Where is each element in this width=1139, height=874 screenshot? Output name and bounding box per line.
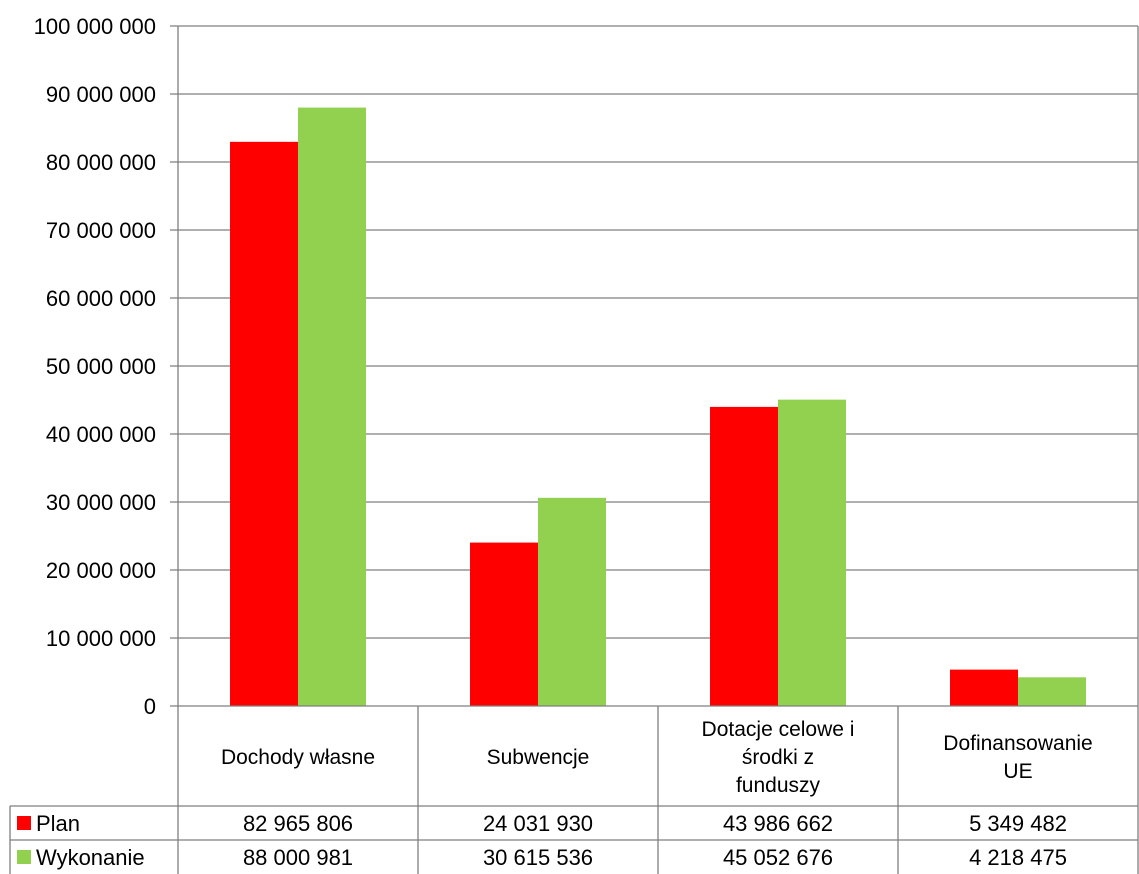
- bar-plan: [710, 406, 778, 706]
- y-tick-label: 10 000 000: [46, 626, 156, 651]
- bars: [230, 107, 1086, 707]
- category-label: Dofinansowanie: [943, 732, 1092, 755]
- data-label-plan: 82 965 806: [243, 811, 353, 836]
- data-label-plan: 43 986 662: [723, 811, 833, 836]
- bar-wykonanie: [298, 107, 366, 707]
- bar-wykonanie: [538, 497, 606, 706]
- category-label: Subwencje: [487, 746, 590, 769]
- y-tick-label: 80 000 000: [46, 150, 156, 175]
- legend-label-wykonanie: Wykonanie: [36, 845, 145, 870]
- y-tick-labels: 0 10 000 000 20 000 000 30 000 000 40 000 00…: [34, 14, 156, 719]
- bar-wykonanie: [778, 399, 846, 706]
- data-table: Dochody własne Subwencje Dotacje celowe i ś…: [9, 706, 1139, 874]
- category-label: funduszy: [736, 774, 821, 797]
- y-tick-label: 50 000 000: [46, 354, 156, 379]
- y-tick-label: 70 000 000: [46, 218, 156, 243]
- data-label-wykonanie: 30 615 536: [483, 845, 593, 870]
- y-tick-label: 20 000 000: [46, 558, 156, 583]
- y-tick-label: 40 000 000: [46, 422, 156, 447]
- bar-wykonanie: [1018, 677, 1086, 706]
- y-tick-label: 0: [144, 694, 156, 719]
- category-label: Dotacje celowe i: [702, 718, 855, 741]
- legend-key-wykonanie: [17, 850, 31, 864]
- axes: [170, 26, 1139, 707]
- legend-key-plan: [17, 816, 31, 830]
- data-label-plan: 24 031 930: [483, 811, 593, 836]
- bar-plan: [470, 542, 538, 706]
- data-label-wykonanie: 4 218 475: [969, 845, 1067, 870]
- legend-label-plan: Plan: [36, 811, 80, 836]
- data-label-wykonanie: 88 000 981: [243, 845, 353, 870]
- data-label-plan: 5 349 482: [969, 811, 1067, 836]
- y-tick-label: 90 000 000: [46, 82, 156, 107]
- bar-plan: [230, 141, 298, 706]
- y-tick-label: 30 000 000: [46, 490, 156, 515]
- y-tick-label: 100 000 000: [34, 14, 156, 39]
- bar-plan: [950, 669, 1018, 706]
- category-label: Dochody własne: [221, 746, 375, 769]
- y-tick-label: 60 000 000: [46, 286, 156, 311]
- category-label: środki z: [742, 746, 814, 769]
- category-label: UE: [1003, 760, 1032, 783]
- data-label-wykonanie: 45 052 676: [723, 845, 833, 870]
